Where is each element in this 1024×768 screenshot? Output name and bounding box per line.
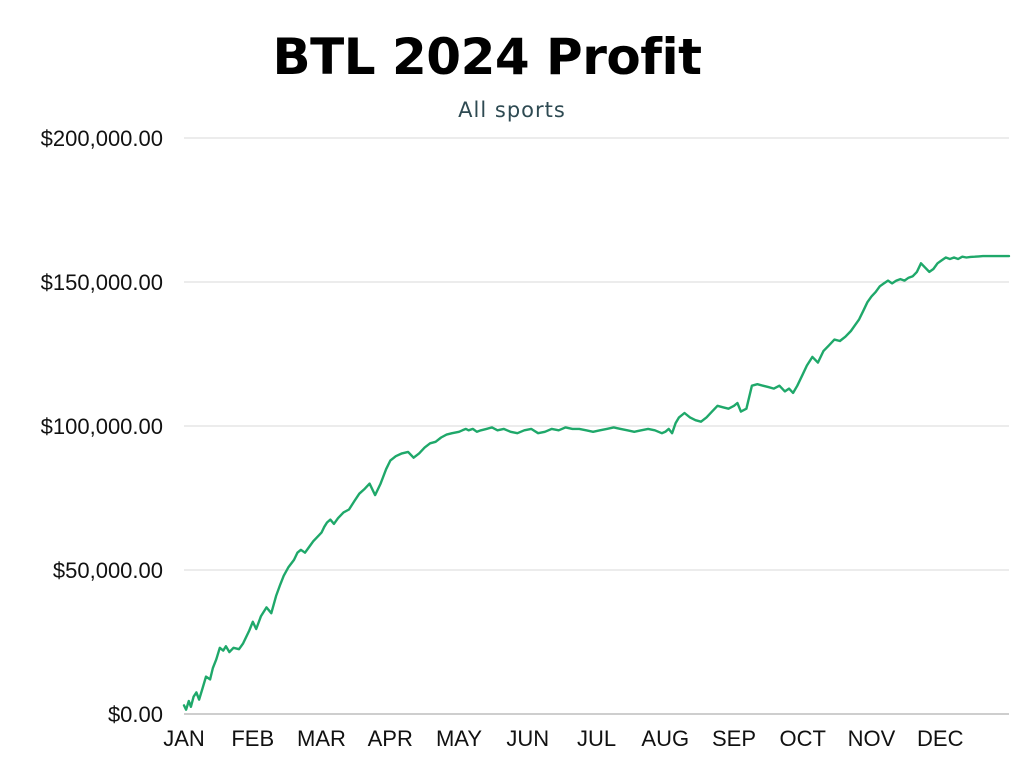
y-tick-label: $150,000.00 [41, 270, 163, 295]
x-tick-label: AUG [641, 726, 689, 751]
x-tick-label: JUL [577, 726, 616, 751]
gridlines [184, 137, 1009, 571]
x-tick-label: APR [368, 726, 413, 751]
x-tick-label: JAN [163, 726, 205, 751]
y-tick-label: $100,000.00 [41, 414, 163, 439]
profit-series-line [182, 254, 1011, 711]
x-tick-label: OCT [780, 726, 826, 751]
x-tick-label: MAR [297, 726, 346, 751]
y-tick-label: $50,000.00 [53, 558, 163, 583]
y-tick-label: $0.00 [108, 702, 163, 727]
x-tick-label: NOV [848, 726, 896, 751]
chart-title: BTL 2024 Profit [272, 28, 703, 86]
chart-subtitle: All sports [458, 98, 566, 122]
tick-labels: $0.00 $50,000.00 $100,000.00 $150,000.00 $20… [41, 126, 964, 751]
x-tick-label: DEC [917, 726, 964, 751]
x-tick-label: SEP [712, 726, 756, 751]
x-tick-label: JUN [506, 726, 549, 751]
x-tick-label: FEB [231, 726, 274, 751]
x-tick-label: MAY [436, 726, 482, 751]
series-layer [182, 254, 1011, 711]
y-tick-label: $200,000.00 [41, 126, 163, 151]
